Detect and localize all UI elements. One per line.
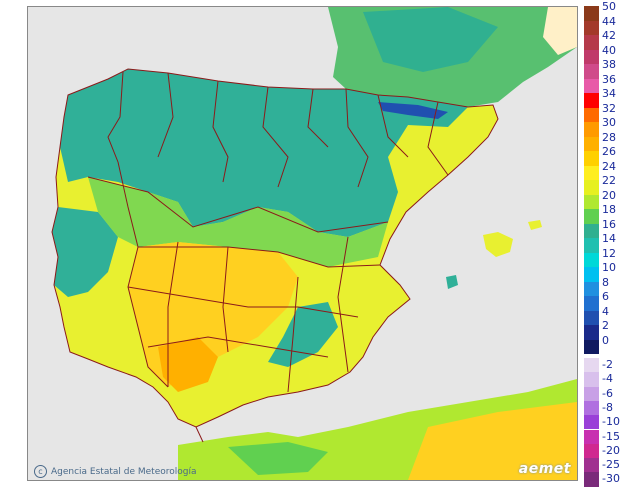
legend-swatch [584,443,599,459]
legend-label: 28 [602,130,616,144]
legend-swatch [584,194,599,209]
legend-label: 2 [602,319,609,332]
legend-label: 16 [602,217,616,231]
legend-swatch [584,400,599,416]
legend-swatch [584,209,599,224]
legend-label: -15 [602,429,620,443]
legend-label: 14 [602,232,616,245]
portugal-border [117,161,169,388]
legend-label: 30 [602,116,616,129]
legend-swatch [584,165,599,180]
legend-swatch [584,180,599,195]
legend-swatch [584,93,599,108]
legend-label: 34 [602,87,616,100]
legend-label: 24 [602,159,616,173]
legend-swatch [584,49,599,64]
southeast-cool-mountains [268,302,338,367]
legend-swatch [584,20,599,35]
legend-swatch [584,358,599,373]
france-teal [363,7,498,72]
legend-swatch [584,310,599,325]
france-alps [543,7,577,55]
legend-label: 10 [602,261,616,274]
southwest-hot-zone [158,337,218,392]
ibiza-island [446,275,458,289]
legend-label: 4 [602,304,609,318]
legend-swatch [584,296,599,311]
legend-swatch [584,458,599,473]
mallorca-island [483,232,513,257]
legend-swatch [584,78,599,93]
legend-swatch [584,339,599,354]
legend-label: -8 [602,400,613,414]
legend-label: -20 [602,443,620,457]
legend-label: -30 [602,472,620,486]
legend-swatch [584,107,599,122]
legend-swatch [584,415,599,430]
west-cool-zone [52,207,118,297]
legend-label: 32 [602,101,616,115]
legend-swatch [584,64,599,79]
legend-label: 50 [602,0,616,13]
legend-swatch [584,325,599,340]
legend-label: 40 [602,43,616,57]
map-panel: c Agencia Estatal de Meteorología aemet [27,6,578,481]
pyrenees-cold-zone [378,102,448,119]
legend-swatch [584,429,599,444]
province-borders [51,68,499,428]
legend-swatch [584,252,599,267]
legend-label: 20 [602,188,616,202]
credit-text: Agencia Estatal de Meteorología [51,466,197,477]
credit: c Agencia Estatal de Meteorología [34,465,197,478]
legend-label: -25 [602,458,620,472]
legend-swatch [584,267,599,282]
legend-label: 42 [602,29,616,42]
legend-label: 22 [602,174,616,187]
legend-label: 38 [602,58,616,71]
gibraltar-coast [195,426,204,443]
legend-label: 12 [602,246,616,260]
north-cool-zone [60,69,468,237]
legend-swatch [584,372,599,387]
legend-swatch [584,122,599,137]
legend-label: 18 [602,203,616,216]
temperature-legend: 50 44 42 40 38 36 34 32 30 28 26 24 22 20 18 16 14 12 10 8 6… [584,0,630,487]
north-africa-warm [408,402,577,480]
legend-swatch [584,151,599,166]
central-green-zone [88,177,388,267]
legend-label: -2 [602,358,613,371]
copyright-icon: c [34,465,47,478]
legend-label: 44 [602,14,616,28]
aemet-logo: aemet [518,461,571,477]
legend-swatch [584,386,599,401]
legend-label: -6 [602,386,613,400]
legend-label: 36 [602,72,616,86]
menorca-island [528,220,542,230]
legend-swatch [584,223,599,238]
legend-swatch [584,6,599,21]
legend-swatch [584,136,599,151]
legend-label: 0 [602,333,609,347]
legend-label: -4 [602,372,613,386]
north-africa-green [228,442,328,475]
legend-label: 6 [602,290,609,303]
legend-label: -10 [602,415,620,429]
legend-swatch [584,238,599,253]
legend-label: 8 [602,275,609,289]
legend-swatch [584,472,599,487]
legend-label: 26 [602,145,616,158]
legend-swatch [584,35,599,50]
legend-swatch [584,281,599,296]
temperature-map [51,7,577,480]
